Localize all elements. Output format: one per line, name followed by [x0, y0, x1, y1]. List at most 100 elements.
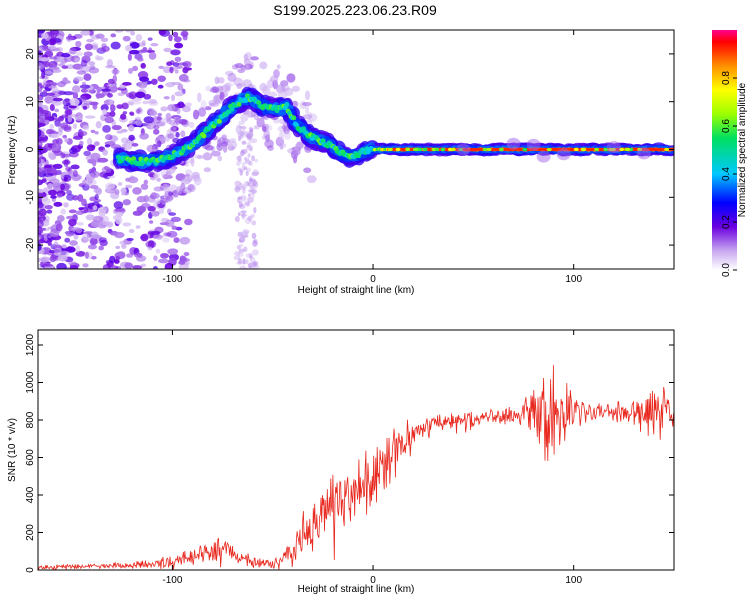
spectrogram-blob — [96, 86, 102, 93]
spectrogram-blob — [236, 197, 241, 204]
spectrogram-blob — [128, 228, 135, 234]
spectrogram-blob — [38, 99, 44, 105]
spectrogram-blob — [86, 144, 96, 152]
spectrogram-blob — [242, 188, 246, 195]
spectrogram-blob — [249, 176, 253, 184]
spectrogram-blob — [122, 81, 132, 86]
spectrogram-blob — [110, 41, 121, 50]
spectrogram-blob — [121, 243, 127, 249]
spectrogram-blob — [246, 167, 252, 173]
spectrogram-blob — [237, 131, 245, 138]
spectrogram-blob — [117, 250, 126, 258]
spectrogram-blob — [233, 251, 241, 256]
spectrogram-blob — [251, 232, 257, 240]
spectrogram-blob — [247, 262, 253, 269]
spectrogram-blob — [156, 177, 161, 182]
spectrogram-blob — [184, 160, 189, 168]
spectrogram-blob — [216, 118, 222, 124]
spectrogram-blob — [49, 82, 58, 86]
spectrogram-blob — [60, 183, 65, 191]
spectrogram-blob — [41, 197, 51, 206]
spectrogram-blob — [229, 138, 237, 144]
spectrogram-blob — [49, 123, 55, 130]
spectrogram-blob — [47, 189, 58, 196]
spectrogram-blob — [38, 235, 43, 240]
spectrogram-blob — [47, 182, 54, 190]
spectrogram-blob — [237, 252, 244, 257]
spectrogram-blob — [213, 94, 222, 104]
spectrogram-blob — [75, 228, 83, 234]
snr-ytick-label: 1000 — [25, 371, 36, 394]
spectrogram-blob — [238, 158, 242, 163]
spectrogram-blob — [556, 148, 571, 161]
spectrogram-blob — [250, 213, 255, 219]
spectrogram-blob — [249, 178, 256, 183]
spectrogram-blob — [104, 144, 111, 148]
spectrogram-blob — [43, 164, 52, 169]
spectrogram-blob — [135, 225, 141, 229]
spectrogram-blob — [157, 75, 166, 82]
spectrogram-blob — [247, 182, 254, 188]
spectrogram-blob — [69, 240, 78, 246]
spectrogram-blob — [573, 147, 579, 152]
spectrogram-blob — [149, 230, 161, 235]
spectrogram-blob — [84, 203, 92, 209]
spectrogram-blob — [56, 262, 67, 269]
spectrogram-blob — [236, 101, 242, 107]
spectrogram-blob — [244, 201, 251, 206]
spectrogram-blob — [248, 253, 254, 258]
spectrogram-blob — [140, 233, 149, 242]
spectrogram-blob — [137, 57, 144, 62]
spectrogram-blob — [413, 147, 419, 152]
spectrogram-blob — [242, 259, 249, 265]
spectrogram-blob — [101, 108, 108, 115]
spectrogram-blob — [107, 93, 113, 98]
spectrogram-blob — [456, 143, 471, 156]
spectrogram-blob — [50, 195, 57, 199]
spectrogram-blob — [252, 180, 257, 187]
spectrogram-blob — [172, 31, 179, 38]
spectrogram-blob — [84, 43, 93, 51]
spectrogram-blob — [65, 232, 74, 237]
spectrogram-blob — [220, 84, 231, 92]
spectrogram-blob — [153, 125, 160, 130]
spectrogram-blob — [47, 242, 52, 246]
spectrogram-blob — [247, 193, 251, 197]
spectrogram-blob — [246, 132, 254, 138]
spectrogram-blob — [238, 203, 246, 210]
spectrogram-blob — [636, 147, 651, 160]
spectrogram-blob — [38, 129, 42, 137]
spectrogram-blob — [46, 209, 53, 214]
spectrogram-blob — [186, 174, 193, 182]
spectrogram-blob — [167, 248, 179, 255]
spectrogram-blob — [486, 147, 492, 152]
spectrogram-blob — [114, 208, 125, 213]
spectrogram-blob — [44, 204, 53, 210]
spectrogram-blob — [113, 231, 125, 239]
spectrogram-blob — [43, 89, 48, 94]
spectrogram-blob — [163, 47, 172, 53]
spectrogram-blob — [184, 218, 193, 226]
spectrogram-blob — [174, 69, 179, 74]
spectrogram-blob — [53, 201, 63, 207]
spectrogram-blob — [164, 262, 174, 269]
spectrogram-blob — [76, 221, 84, 226]
spectrogram-blob — [142, 100, 150, 105]
spectrogram-blob — [246, 181, 251, 186]
spectrogram-blob — [233, 255, 241, 261]
spectrogram-blob — [395, 147, 401, 152]
spectrogram-blob — [125, 92, 134, 98]
spectrogram-blob — [236, 245, 242, 250]
spectrogram-blob — [239, 265, 246, 269]
spectrogram-blob — [203, 151, 211, 160]
spectrogram-blob — [38, 219, 44, 228]
spectrogram-blob — [249, 127, 254, 133]
spectrogram-blob — [158, 65, 165, 69]
spectrogram-blob — [45, 83, 52, 87]
spectrogram-blob — [176, 185, 183, 195]
spectrogram-blob — [237, 156, 241, 160]
snr-xtick-label: -100 — [162, 575, 182, 586]
spectrogram-blob — [95, 121, 102, 129]
colorbar-tick-label: 0.8 — [721, 71, 732, 85]
